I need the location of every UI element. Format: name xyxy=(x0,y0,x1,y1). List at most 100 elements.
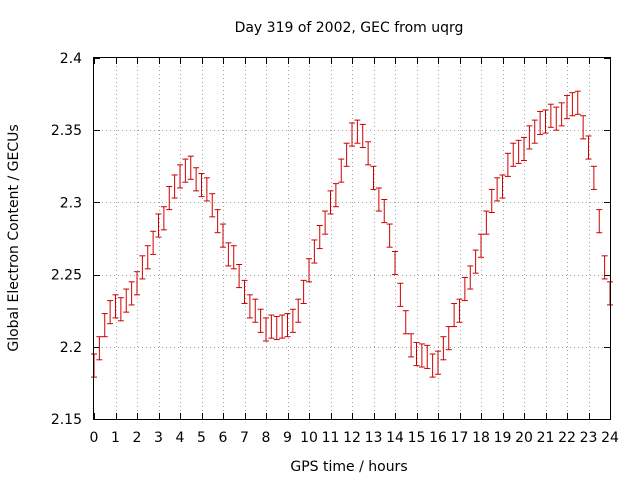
data-point xyxy=(177,164,183,189)
data-point xyxy=(483,210,490,235)
data-point xyxy=(134,271,140,296)
x-tick-label: 11 xyxy=(322,430,340,446)
data-point xyxy=(580,115,587,140)
data-point xyxy=(478,233,484,258)
data-point xyxy=(494,177,501,202)
data-point xyxy=(601,255,608,280)
data-point xyxy=(429,353,436,378)
data-point xyxy=(203,177,210,202)
data-point xyxy=(531,119,538,144)
data-point xyxy=(171,174,178,199)
data-point xyxy=(402,310,409,335)
data-point xyxy=(316,225,323,250)
data-point xyxy=(295,298,302,323)
data-point xyxy=(375,187,382,212)
data-point xyxy=(107,300,114,325)
y-tick-label: 2.15 xyxy=(51,412,82,428)
data-point xyxy=(150,230,157,255)
tick-layer: 0 1 2 3 4 5 6 7 8 9 10 11 12 13 14 15 16 17 18 19 20 21 22 23 24… xyxy=(51,51,619,446)
data-point xyxy=(332,183,339,208)
plot-frame xyxy=(93,57,611,420)
x-tick-label: 5 xyxy=(197,430,206,446)
data-point xyxy=(359,123,366,149)
data-point xyxy=(101,313,108,338)
data-point xyxy=(193,167,200,192)
data-point xyxy=(456,298,463,323)
x-tick-label: 13 xyxy=(365,430,383,446)
data-point xyxy=(311,239,318,264)
data-point xyxy=(343,142,350,167)
x-tick-label: 9 xyxy=(283,430,292,446)
x-tick-label: 23 xyxy=(580,430,598,446)
data-point xyxy=(327,190,334,215)
data-point xyxy=(214,209,221,234)
grid-layer xyxy=(94,58,610,419)
data-point xyxy=(257,308,264,333)
x-tick-label: 2 xyxy=(133,430,142,446)
x-tick-label: 6 xyxy=(219,430,228,446)
data-point xyxy=(160,206,167,231)
data-point xyxy=(300,279,307,304)
x-tick-label: 3 xyxy=(154,430,163,446)
data-point xyxy=(187,155,194,180)
x-tick-label: 7 xyxy=(240,430,249,446)
data-point xyxy=(166,186,173,211)
data-point xyxy=(547,103,554,128)
data-point xyxy=(488,188,495,214)
x-tick-label: 24 xyxy=(601,430,619,446)
data-point xyxy=(510,142,517,167)
x-tick-label: 10 xyxy=(300,430,318,446)
x-tick-label: 1 xyxy=(111,430,120,446)
data-point xyxy=(370,165,377,190)
data-point xyxy=(123,288,130,313)
data-point xyxy=(397,282,404,307)
x-tick-label: 17 xyxy=(451,430,469,446)
x-tick-label: 15 xyxy=(408,430,426,446)
data-point xyxy=(424,344,431,369)
data-point xyxy=(182,158,189,183)
y-tick-label: 2.2 xyxy=(60,340,82,356)
x-tick-label: 18 xyxy=(472,430,490,446)
data-point xyxy=(445,326,452,351)
data-point xyxy=(96,336,103,361)
x-tick-label: 4 xyxy=(176,430,185,446)
data-point xyxy=(209,193,216,218)
data-point xyxy=(435,350,441,375)
data-point xyxy=(241,279,248,304)
data-point xyxy=(155,213,162,238)
y-tick-label: 2.25 xyxy=(51,268,82,284)
chart-title: Day 319 of 2002, GEC from uqrg xyxy=(235,20,464,36)
data-point xyxy=(440,336,447,361)
y-axis-label: Global Electron Content / GECUs xyxy=(6,124,22,351)
data-point xyxy=(467,265,474,290)
data-point xyxy=(349,122,355,147)
data-point xyxy=(590,165,597,190)
x-tick-label: 14 xyxy=(386,430,404,446)
data-point xyxy=(225,242,232,267)
data-point xyxy=(128,281,135,306)
x-tick-label: 16 xyxy=(429,430,447,446)
data-point xyxy=(499,174,506,199)
data-point xyxy=(117,297,124,322)
x-tick-label: 21 xyxy=(537,430,555,446)
data-point xyxy=(418,343,425,368)
data-point xyxy=(112,294,119,319)
x-tick-label: 8 xyxy=(262,430,271,446)
data-point xyxy=(537,110,544,136)
data-point xyxy=(306,258,312,283)
data-point xyxy=(322,210,329,235)
data-point xyxy=(451,302,458,328)
y-tick-label: 2.35 xyxy=(51,123,82,139)
data-point xyxy=(230,245,237,270)
data-point xyxy=(569,92,576,117)
y-tick-label: 2.4 xyxy=(60,51,82,67)
data-point xyxy=(268,314,275,339)
data-point xyxy=(526,125,533,150)
data-point xyxy=(461,276,468,302)
data-point xyxy=(144,245,151,270)
x-tick-label: 22 xyxy=(558,430,576,446)
data-point xyxy=(596,209,603,234)
data-point xyxy=(553,106,560,131)
data-point xyxy=(574,90,581,115)
data-point xyxy=(289,308,296,333)
